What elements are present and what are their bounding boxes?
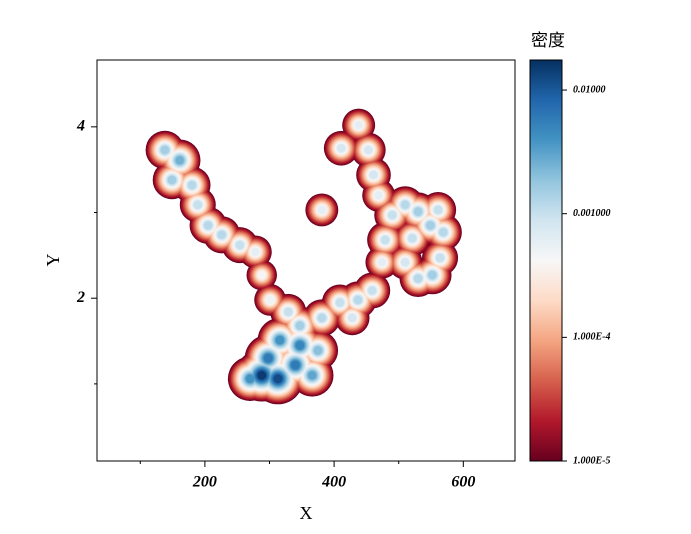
- density-point: [354, 121, 363, 130]
- colorbar-tick-label: 0.01000: [573, 84, 606, 95]
- density-point: [235, 241, 244, 250]
- density-point: [217, 230, 226, 239]
- density-map: [145, 108, 462, 405]
- density-point: [368, 286, 377, 295]
- density-point: [264, 354, 273, 363]
- density-point: [175, 156, 184, 165]
- density-point: [377, 258, 386, 267]
- density-point: [167, 175, 176, 184]
- density-point: [381, 235, 390, 244]
- density-point: [266, 295, 275, 304]
- density-point: [348, 313, 357, 322]
- density-point: [388, 211, 397, 220]
- density-point: [414, 274, 423, 283]
- colorbar: [529, 59, 563, 462]
- density-point: [257, 271, 266, 280]
- density-point: [160, 145, 169, 154]
- x-axis-label: X: [300, 503, 313, 523]
- density-point: [257, 371, 266, 380]
- density-point: [317, 205, 326, 214]
- density-point: [317, 313, 326, 322]
- density-point: [295, 341, 304, 350]
- density-point: [436, 253, 445, 262]
- density-point: [439, 228, 448, 237]
- colorbar-tick-label: 1.000E-5: [573, 455, 611, 466]
- y-axis-label: Y: [43, 254, 63, 267]
- density-point: [354, 295, 363, 304]
- plot-frame: [96, 59, 516, 462]
- x-tick-label: 200: [192, 474, 217, 491]
- y-tick-label: 4: [76, 118, 85, 135]
- y-tick-label: 2: [76, 289, 85, 306]
- colorbar-tick-label: 0.001000: [573, 208, 611, 219]
- density-point: [408, 234, 417, 243]
- density-point: [246, 374, 255, 383]
- density-point: [414, 207, 423, 216]
- density-point: [401, 258, 410, 267]
- density-point: [313, 346, 322, 355]
- density-point: [251, 247, 260, 256]
- density-point: [401, 200, 410, 209]
- density-point: [369, 170, 378, 179]
- density-point: [364, 145, 373, 154]
- density-point: [374, 191, 383, 200]
- density-point: [308, 371, 317, 380]
- density-point: [337, 144, 346, 153]
- x-tick-label: 400: [321, 474, 346, 491]
- colorbar-tick-label: 1.000E-4: [573, 332, 611, 343]
- density-point: [295, 321, 304, 330]
- density-point: [428, 271, 437, 280]
- density-point: [193, 200, 202, 209]
- density-point: [273, 374, 282, 383]
- x-tick-label: 600: [451, 474, 475, 491]
- density-point: [284, 307, 293, 316]
- density-point: [187, 181, 196, 190]
- density-point: [291, 361, 300, 370]
- density-point: [426, 221, 435, 230]
- density-point: [275, 336, 284, 345]
- density-point: [335, 298, 344, 307]
- colorbar-label: 密度: [531, 31, 565, 50]
- density-point: [204, 221, 213, 230]
- density-point: [434, 205, 443, 214]
